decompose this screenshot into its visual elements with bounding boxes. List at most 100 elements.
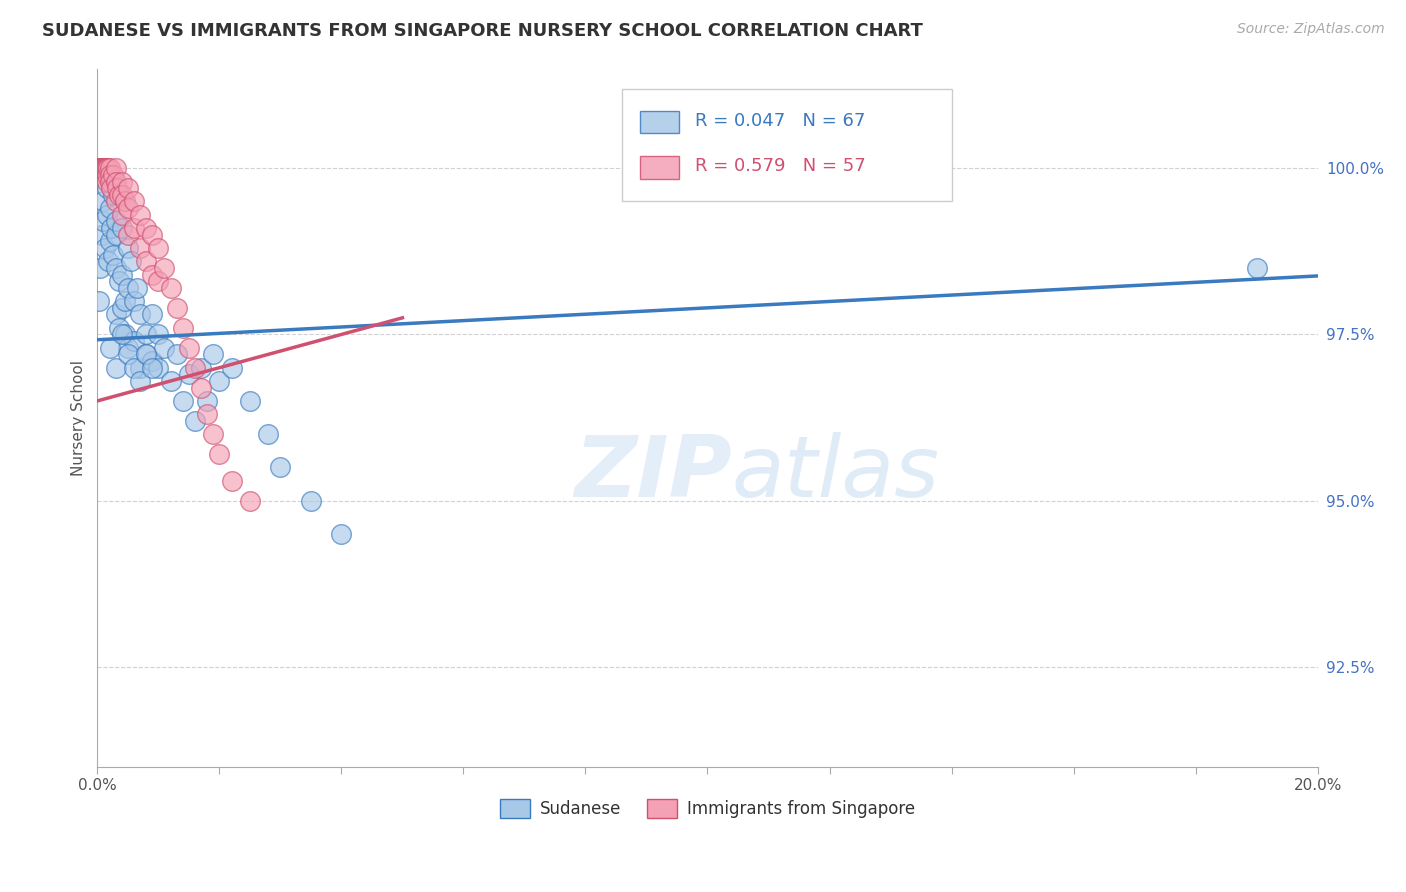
Point [89,161,111,176]
Point [117,347,139,361]
Point [117,227,139,242]
Point [153,341,176,355]
Point [98,168,121,182]
Point [135,327,157,342]
Point [1246,260,1268,275]
Point [89,161,111,176]
Point [107,320,129,334]
Point [97,254,120,268]
Point [105,181,128,195]
Point [159,374,181,388]
Text: atlas: atlas [733,432,939,515]
Point [111,327,134,342]
Point [104,260,127,275]
Point [104,194,127,209]
Point [184,360,207,375]
Point [104,175,127,189]
Point [330,527,353,541]
Point [190,360,212,375]
Point [117,181,139,195]
Point [93,214,115,228]
Point [98,341,121,355]
Point [221,474,243,488]
Point [111,187,134,202]
Point [104,214,127,228]
Point [89,260,111,275]
Text: Source: ZipAtlas.com: Source: ZipAtlas.com [1237,22,1385,37]
Point [208,374,231,388]
Point [93,194,115,209]
Point [117,201,139,215]
Point [129,360,152,375]
Point [184,414,207,428]
Point [90,161,112,176]
Point [135,347,157,361]
Point [166,301,188,315]
Point [101,168,124,182]
Point [104,161,127,176]
Legend: Sudanese, Immigrants from Singapore: Sudanese, Immigrants from Singapore [494,792,921,824]
Point [96,168,118,182]
Point [269,460,291,475]
Point [141,360,163,375]
Text: SUDANESE VS IMMIGRANTS FROM SINGAPORE NURSERY SCHOOL CORRELATION CHART: SUDANESE VS IMMIGRANTS FROM SINGAPORE NU… [42,22,924,40]
Point [98,201,121,215]
Point [135,221,157,235]
Point [135,254,157,268]
Point [104,360,127,375]
Point [93,241,115,255]
Point [111,301,134,315]
Point [89,161,111,176]
Point [91,161,114,176]
Point [87,161,110,176]
Text: R = 0.579   N = 57: R = 0.579 N = 57 [696,157,866,175]
Point [141,227,163,242]
Point [111,175,134,189]
Point [114,194,136,209]
Point [129,308,152,322]
Point [91,227,114,242]
Point [96,161,118,176]
Point [117,241,139,255]
Point [125,281,148,295]
Point [98,175,121,189]
Point [114,327,136,342]
Point [122,360,145,375]
Point [94,161,117,176]
Point [159,281,181,295]
Point [93,161,115,176]
Point [177,368,200,382]
Point [299,493,322,508]
Point [202,427,225,442]
Point [117,341,139,355]
Point [94,161,117,176]
Point [141,354,163,368]
Point [111,221,134,235]
Point [89,294,111,309]
Point [90,161,112,176]
Bar [640,112,679,134]
Text: R = 0.047   N = 67: R = 0.047 N = 67 [696,112,866,130]
Point [141,308,163,322]
Point [208,447,231,461]
Point [172,320,194,334]
Point [104,227,127,242]
Point [117,281,139,295]
Point [202,347,225,361]
Bar [640,156,679,178]
Point [141,268,163,282]
Point [107,187,129,202]
Point [93,161,115,176]
Point [97,161,120,176]
Point [91,161,114,176]
Point [239,493,262,508]
Point [239,393,262,408]
Point [111,208,134,222]
Point [195,407,218,421]
Point [100,181,122,195]
Point [257,427,280,442]
Point [111,268,134,282]
Point [177,341,200,355]
Point [107,274,129,288]
Point [129,374,152,388]
